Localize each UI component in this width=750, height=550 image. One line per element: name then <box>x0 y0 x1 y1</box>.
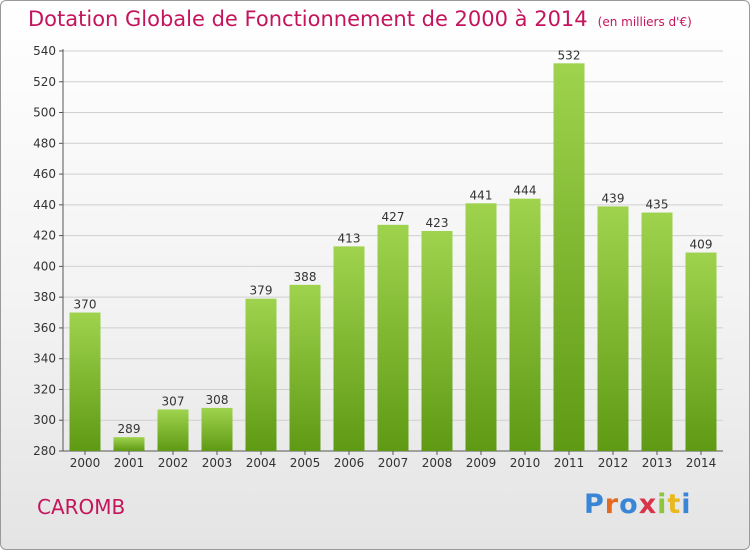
y-tick-label: 380 <box>33 290 56 304</box>
data-label: 439 <box>602 191 625 205</box>
labels: 280 300 320 340 360 380 400 420 440 460 480 500 520 5… <box>33 44 716 470</box>
x-tick-label: 2014 <box>686 456 717 470</box>
data-label: 289 <box>118 422 141 436</box>
bar <box>597 206 629 451</box>
y-tick-label: 300 <box>33 413 56 427</box>
data-label: 308 <box>206 393 229 407</box>
data-label: 379 <box>250 284 273 298</box>
x-tick-label: 2001 <box>114 456 145 470</box>
x-tick-label: 2008 <box>422 456 453 470</box>
logo-letter: r <box>604 489 620 520</box>
x-tick-label: 2004 <box>246 456 277 470</box>
chart-subtitle: (en milliers d'€) <box>597 15 692 29</box>
y-tick-label: 520 <box>33 75 56 89</box>
data-label: 435 <box>646 198 669 212</box>
title-row: Dotation Globale de Fonctionnement de 20… <box>28 7 692 31</box>
logo-letter: i <box>657 489 668 520</box>
x-tick-label: 2007 <box>378 456 409 470</box>
x-tick-label: 2012 <box>598 456 629 470</box>
data-label: 423 <box>426 216 449 230</box>
x-tick-label: 2009 <box>466 456 497 470</box>
bar <box>289 284 321 451</box>
x-tick-label: 2002 <box>158 456 189 470</box>
x-tick-label: 2011 <box>554 456 585 470</box>
x-tick-label: 2005 <box>290 456 321 470</box>
logo-letter: t <box>667 489 682 520</box>
data-label: 413 <box>338 231 361 245</box>
x-tick-label: 2000 <box>70 456 101 470</box>
y-tick-label: 440 <box>33 198 56 212</box>
bar <box>245 298 277 451</box>
data-label: 409 <box>690 238 713 252</box>
bar <box>157 409 189 451</box>
proxiti-logo[interactable]: Proxiti <box>584 489 692 520</box>
y-tick-label: 460 <box>33 167 56 181</box>
y-tick-label: 320 <box>33 382 56 396</box>
y-tick-label: 360 <box>33 321 56 335</box>
bar <box>113 437 145 451</box>
x-tick-label: 2003 <box>202 456 233 470</box>
y-tick-label: 420 <box>33 229 56 243</box>
x-tick-label: 2006 <box>334 456 365 470</box>
bar <box>333 246 365 451</box>
bar <box>641 212 673 451</box>
data-label: 532 <box>558 48 581 62</box>
bar <box>553 63 585 452</box>
y-tick-label: 500 <box>33 106 56 120</box>
y-tick-label: 280 <box>33 444 56 458</box>
data-label: 444 <box>514 184 537 198</box>
bar <box>465 203 497 451</box>
logo-letter: o <box>619 489 639 520</box>
bars <box>69 63 717 452</box>
data-label: 307 <box>162 394 185 408</box>
commune-name: CAROMB <box>37 495 126 519</box>
y-tick-label: 400 <box>33 259 56 273</box>
bar <box>377 224 409 451</box>
x-tick-label: 2010 <box>510 456 541 470</box>
bar <box>685 252 717 451</box>
data-label: 370 <box>74 298 97 312</box>
logo-letter: x <box>638 489 658 520</box>
y-tick-label: 480 <box>33 136 56 150</box>
data-label: 388 <box>294 270 317 284</box>
bar <box>421 231 453 451</box>
data-label: 441 <box>470 188 493 202</box>
chart-title: Dotation Globale de Fonctionnement de 20… <box>28 7 588 31</box>
data-label: 427 <box>382 210 405 224</box>
logo-letter: i <box>681 489 692 520</box>
x-tick-label: 2013 <box>642 456 673 470</box>
logo-letter: P <box>584 489 605 520</box>
y-tick-label: 540 <box>33 44 56 58</box>
bar <box>69 312 101 451</box>
bar <box>201 407 233 451</box>
bar <box>509 198 541 451</box>
y-tick-label: 340 <box>33 352 56 366</box>
